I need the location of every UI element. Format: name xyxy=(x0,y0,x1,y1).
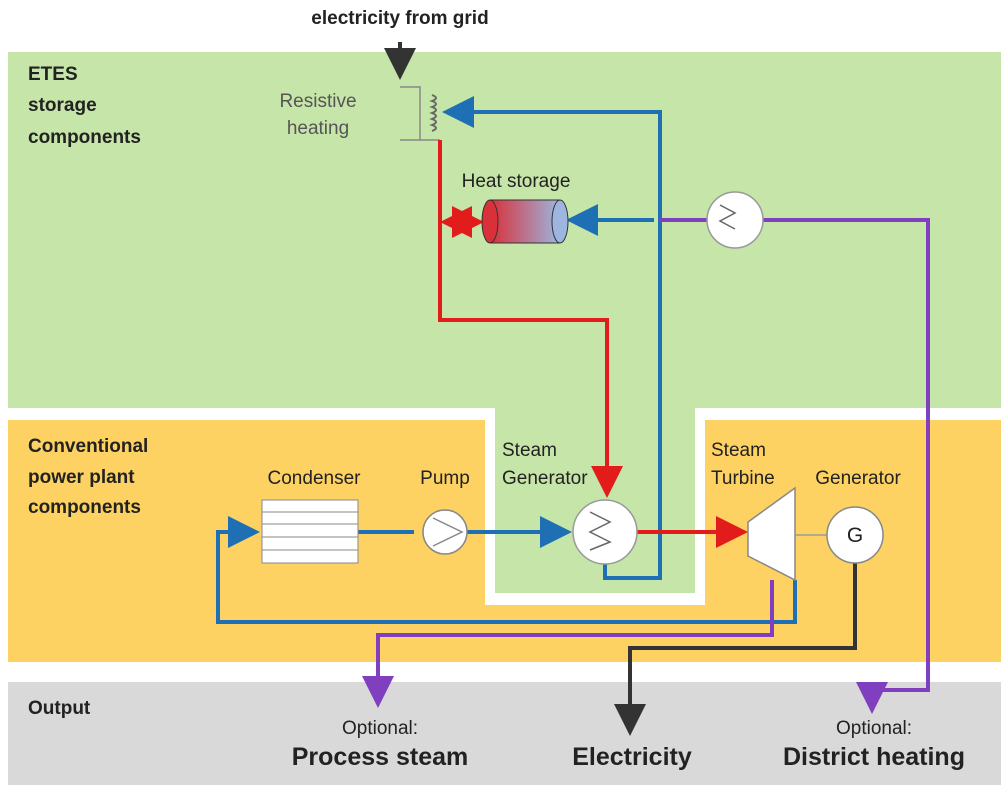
return-flow xyxy=(216,516,797,624)
generator xyxy=(826,506,884,564)
grid-label: electricity from grid xyxy=(311,8,488,29)
component-label: heating xyxy=(287,118,349,139)
section-label: storage xyxy=(28,95,97,116)
component-label: Steam xyxy=(711,440,766,461)
condenser xyxy=(261,499,359,564)
output-note: Optional: xyxy=(836,718,912,739)
component-label: Resistive xyxy=(279,91,356,112)
pump xyxy=(422,509,468,555)
generator-zone xyxy=(495,405,695,593)
process-steam-flow xyxy=(362,580,774,708)
blue-flow xyxy=(442,96,662,580)
electricity-flow xyxy=(614,563,857,736)
section-label: components xyxy=(28,127,141,148)
output-label: Process steam xyxy=(292,743,469,771)
steam-turbine xyxy=(747,486,796,582)
generator-symbol: G xyxy=(847,524,863,547)
section-label: power plant xyxy=(28,467,135,488)
component-label: Steam xyxy=(502,440,557,461)
component-label: Generator xyxy=(815,468,901,489)
component-label: Pump xyxy=(420,468,470,489)
section-label: components xyxy=(28,497,141,518)
heater-coil xyxy=(429,94,437,132)
component-label: Heat storage xyxy=(462,171,571,192)
heat-storage xyxy=(481,199,569,244)
output-label: Electricity xyxy=(572,743,692,771)
section-label: Conventional xyxy=(28,436,148,457)
heater-frame xyxy=(400,86,440,141)
output-note: Optional: xyxy=(342,718,418,739)
output-zone xyxy=(8,682,1001,785)
component-label: Turbine xyxy=(711,468,775,489)
steam-generator xyxy=(572,499,638,565)
section-label: Output xyxy=(28,698,91,719)
output-label: District heating xyxy=(783,743,965,771)
component-label: Condenser xyxy=(268,468,362,489)
heat-exchanger xyxy=(706,191,764,249)
component-label: Generator xyxy=(502,468,588,489)
section-label: ETES xyxy=(28,64,78,85)
purple-flow xyxy=(660,218,930,706)
